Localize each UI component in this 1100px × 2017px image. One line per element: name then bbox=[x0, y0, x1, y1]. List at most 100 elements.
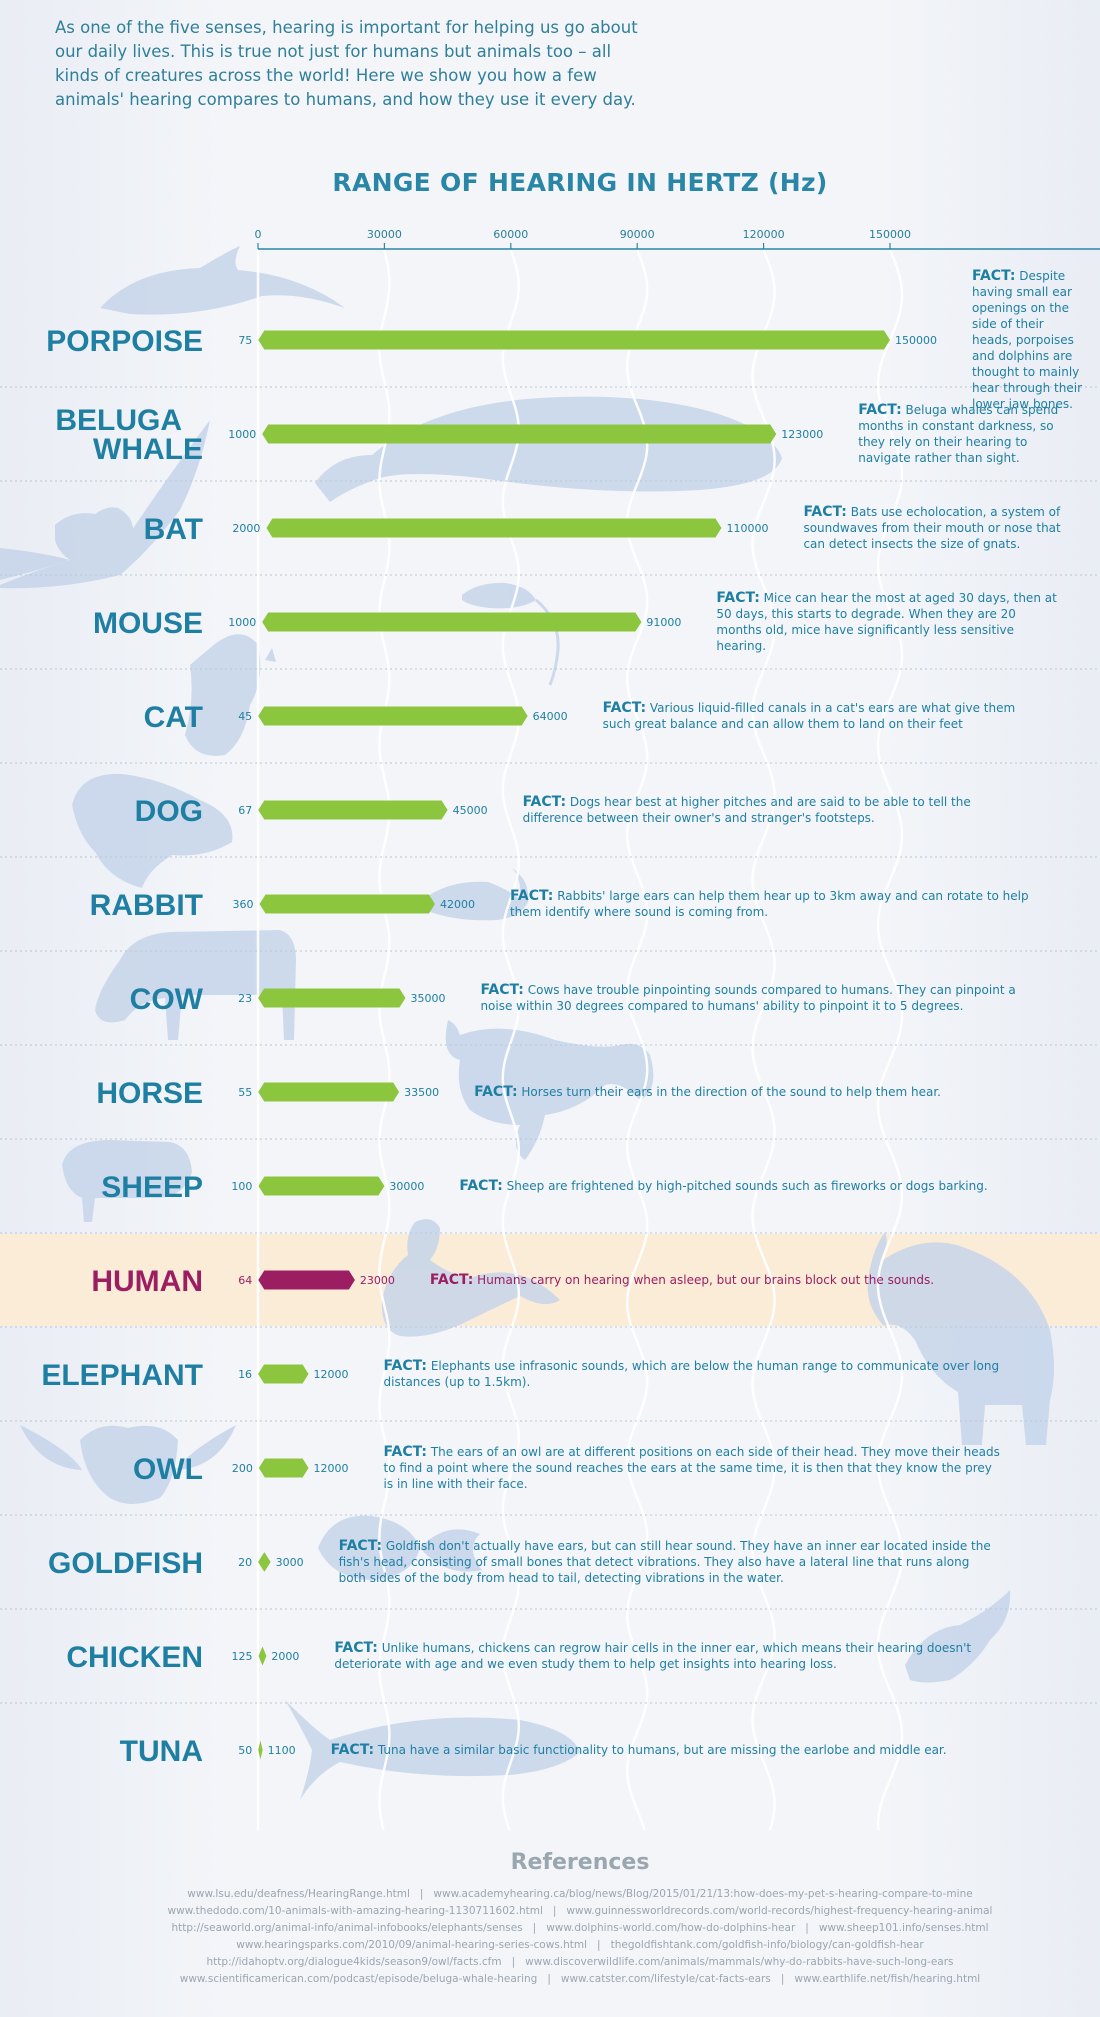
reference-link[interactable]: www.discoverwildlife.com/animals/mammals… bbox=[525, 1956, 954, 1968]
range-bar bbox=[258, 1740, 263, 1760]
horse-silhouette bbox=[445, 1020, 654, 1160]
high-value-label: 110000 bbox=[726, 522, 768, 535]
high-value-label: 42000 bbox=[440, 898, 475, 911]
chart-title: RANGE OF HEARING IN HERTZ (Hz) bbox=[332, 168, 828, 197]
fact-text: FACT: Goldfish don't actually have ears,… bbox=[339, 1538, 991, 1585]
animal-name: GOLDFISH bbox=[48, 1547, 203, 1580]
reference-link[interactable]: www.lsu.edu/deafness/HearingRange.html bbox=[187, 1888, 410, 1900]
x-axis: 0 30000 60000 90000 120000 150000 bbox=[255, 228, 1100, 250]
range-bar bbox=[258, 706, 528, 726]
range-bar bbox=[258, 1270, 355, 1290]
reference-link[interactable]: www.scientificamerican.com/podcast/episo… bbox=[179, 1973, 538, 1985]
animal-name: HUMAN bbox=[91, 1265, 203, 1298]
reference-link[interactable]: www.earthlife.net/fish/hearing.html bbox=[794, 1973, 981, 1985]
reference-link[interactable]: www.thedodo.com/10-animals-with-amazing-… bbox=[167, 1905, 543, 1917]
sheep-silhouette bbox=[62, 1140, 192, 1222]
row-dividers bbox=[0, 386, 1100, 1704]
row-owl: OWL 200 12000 FACT: The ears of an owl are … bbox=[133, 1444, 1000, 1491]
row-goldfish: GOLDFISH 20 3000 FACT: Goldfish don't actua… bbox=[48, 1538, 991, 1585]
reference-line: www.hearingsparks.com/2010/09/animal-hea… bbox=[100, 1937, 1060, 1954]
low-value-label: 67 bbox=[238, 804, 252, 817]
reference-link[interactable]: www.sheep101.info/senses.html bbox=[818, 1922, 989, 1934]
animal-name: BAT bbox=[144, 513, 203, 546]
mouse-silhouette bbox=[462, 582, 560, 686]
row-chicken: CHICKEN 125 2000 FACT: Unlike humans, chick… bbox=[66, 1640, 971, 1674]
range-bar bbox=[266, 518, 722, 538]
reference-separator: | bbox=[780, 1973, 785, 1985]
high-value-label: 150000 bbox=[895, 334, 937, 347]
low-value-label: 16 bbox=[238, 1368, 252, 1381]
low-value-label: 64 bbox=[238, 1274, 252, 1287]
low-value-label: 1000 bbox=[228, 428, 256, 441]
wave-line bbox=[751, 249, 776, 1831]
fact-text: FACT: Humans carry on hearing when aslee… bbox=[430, 1272, 934, 1288]
range-bar bbox=[262, 424, 777, 444]
fact-text: FACT: Horses turn their ears in the dire… bbox=[474, 1084, 941, 1100]
low-value-label: 55 bbox=[238, 1086, 252, 1099]
x-tick-label: 0 bbox=[255, 228, 262, 241]
reference-link[interactable]: http://idahoptv.org/dialogue4kids/season… bbox=[206, 1956, 502, 1968]
x-tick-label: 60000 bbox=[493, 228, 528, 241]
rabbit-silhouette bbox=[425, 868, 529, 921]
row-mouse: MOUSE 1000 91000 FACT: Mice can hear the mo… bbox=[93, 590, 1057, 653]
low-value-label: 23 bbox=[238, 992, 252, 1005]
range-bar bbox=[258, 1646, 267, 1666]
reference-line: www.thedodo.com/10-animals-with-amazing-… bbox=[100, 1903, 1060, 1920]
fact-text: FACT: Cows have trouble pinpointing soun… bbox=[480, 982, 1015, 1013]
low-value-label: 200 bbox=[232, 1462, 253, 1475]
background-layer bbox=[0, 246, 1100, 1831]
high-value-label: 91000 bbox=[646, 616, 681, 629]
owl-silhouette bbox=[20, 1425, 236, 1504]
reference-link[interactable]: http://seaworld.org/animal-info/animal-i… bbox=[171, 1922, 523, 1934]
reference-line: http://idahoptv.org/dialogue4kids/season… bbox=[100, 1954, 1060, 1971]
fact-text: FACT: Despite having small ear openings on… bbox=[972, 268, 1082, 411]
bars: PORPOISE 75 150000 FACT: Despite having smal… bbox=[41, 268, 1082, 1768]
low-value-label: 2000 bbox=[232, 522, 260, 535]
x-tick-label: 30000 bbox=[367, 228, 402, 241]
chicken-silhouette bbox=[905, 1590, 1011, 1683]
animal-name: SHEEP bbox=[101, 1171, 203, 1204]
reference-link[interactable]: thegoldfishtank.com/goldfish-info/biolog… bbox=[610, 1939, 924, 1951]
range-bar bbox=[258, 1364, 309, 1384]
low-value-label: 45 bbox=[238, 710, 252, 723]
human-silhouette bbox=[381, 1219, 560, 1337]
reference-link[interactable]: www.academyhearing.ca/blog/news/Blog/201… bbox=[433, 1888, 973, 1900]
wave-line bbox=[625, 249, 649, 1831]
row-cat: CAT 45 64000 FACT: Various liquid-filled ca… bbox=[144, 700, 1016, 734]
reference-link[interactable]: www.hearingsparks.com/2010/09/animal-hea… bbox=[236, 1939, 588, 1951]
reference-link[interactable]: www.catster.com/lifestyle/cat-facts-ears bbox=[560, 1973, 771, 1985]
row-porpoise: PORPOISE 75 150000 FACT: Despite having smal… bbox=[46, 268, 1082, 411]
animal-name: TUNA bbox=[120, 1735, 203, 1768]
animal-name: CHICKEN bbox=[66, 1641, 203, 1674]
row-dog: DOG 67 45000 FACT: Dogs hear best at higher… bbox=[135, 794, 971, 828]
high-value-label: 12000 bbox=[314, 1368, 349, 1381]
low-value-label: 75 bbox=[238, 334, 252, 347]
high-value-label: 2000 bbox=[271, 1650, 299, 1663]
x-tick-label: 90000 bbox=[620, 228, 655, 241]
fact-text: FACT: Beluga whales can spend months in c… bbox=[858, 402, 1058, 465]
reference-separator: | bbox=[552, 1905, 557, 1917]
reference-line: www.scientificamerican.com/podcast/episo… bbox=[100, 1971, 1060, 1988]
animal-name: MOUSE bbox=[93, 607, 203, 640]
row-human: HUMAN 64 23000 FACT: Humans carry on hearin… bbox=[91, 1265, 934, 1298]
reference-link[interactable]: www.dolphins-world.com/how-do-dolphins-h… bbox=[546, 1922, 796, 1934]
row-horse: HORSE 55 33500 FACT: Horses turn their ears… bbox=[96, 1077, 941, 1110]
range-bar bbox=[258, 1176, 385, 1196]
reference-link[interactable]: www.guinnessworldrecords.com/world-recor… bbox=[566, 1905, 993, 1917]
animal-name: COW bbox=[130, 983, 204, 1016]
animal-name: HORSE bbox=[96, 1077, 203, 1110]
reference-separator: | bbox=[805, 1922, 809, 1934]
wave-line bbox=[501, 249, 521, 1831]
fact-text: FACT: Unlike humans, chickens can regrow… bbox=[334, 1640, 971, 1671]
row-bat: BAT 2000 110000 FACT: Bats use echolocation… bbox=[144, 504, 1061, 551]
animal-name: PORPOISE bbox=[46, 325, 203, 358]
hearing-range-chart: 0 30000 60000 90000 120000 150000 PORPOISE 75 1… bbox=[0, 228, 1100, 1831]
animal-name: RABBIT bbox=[90, 889, 203, 922]
intro-text: As one of the five senses, hearing is im… bbox=[55, 18, 638, 109]
high-value-label: 1100 bbox=[268, 1744, 296, 1757]
wave-line bbox=[378, 249, 391, 1831]
fact-text: FACT: Bats use echolocation, a system of… bbox=[803, 504, 1061, 551]
reference-separator: | bbox=[532, 1922, 537, 1934]
fact-text: FACT: Mice can hear the most at aged 30 … bbox=[716, 590, 1057, 653]
